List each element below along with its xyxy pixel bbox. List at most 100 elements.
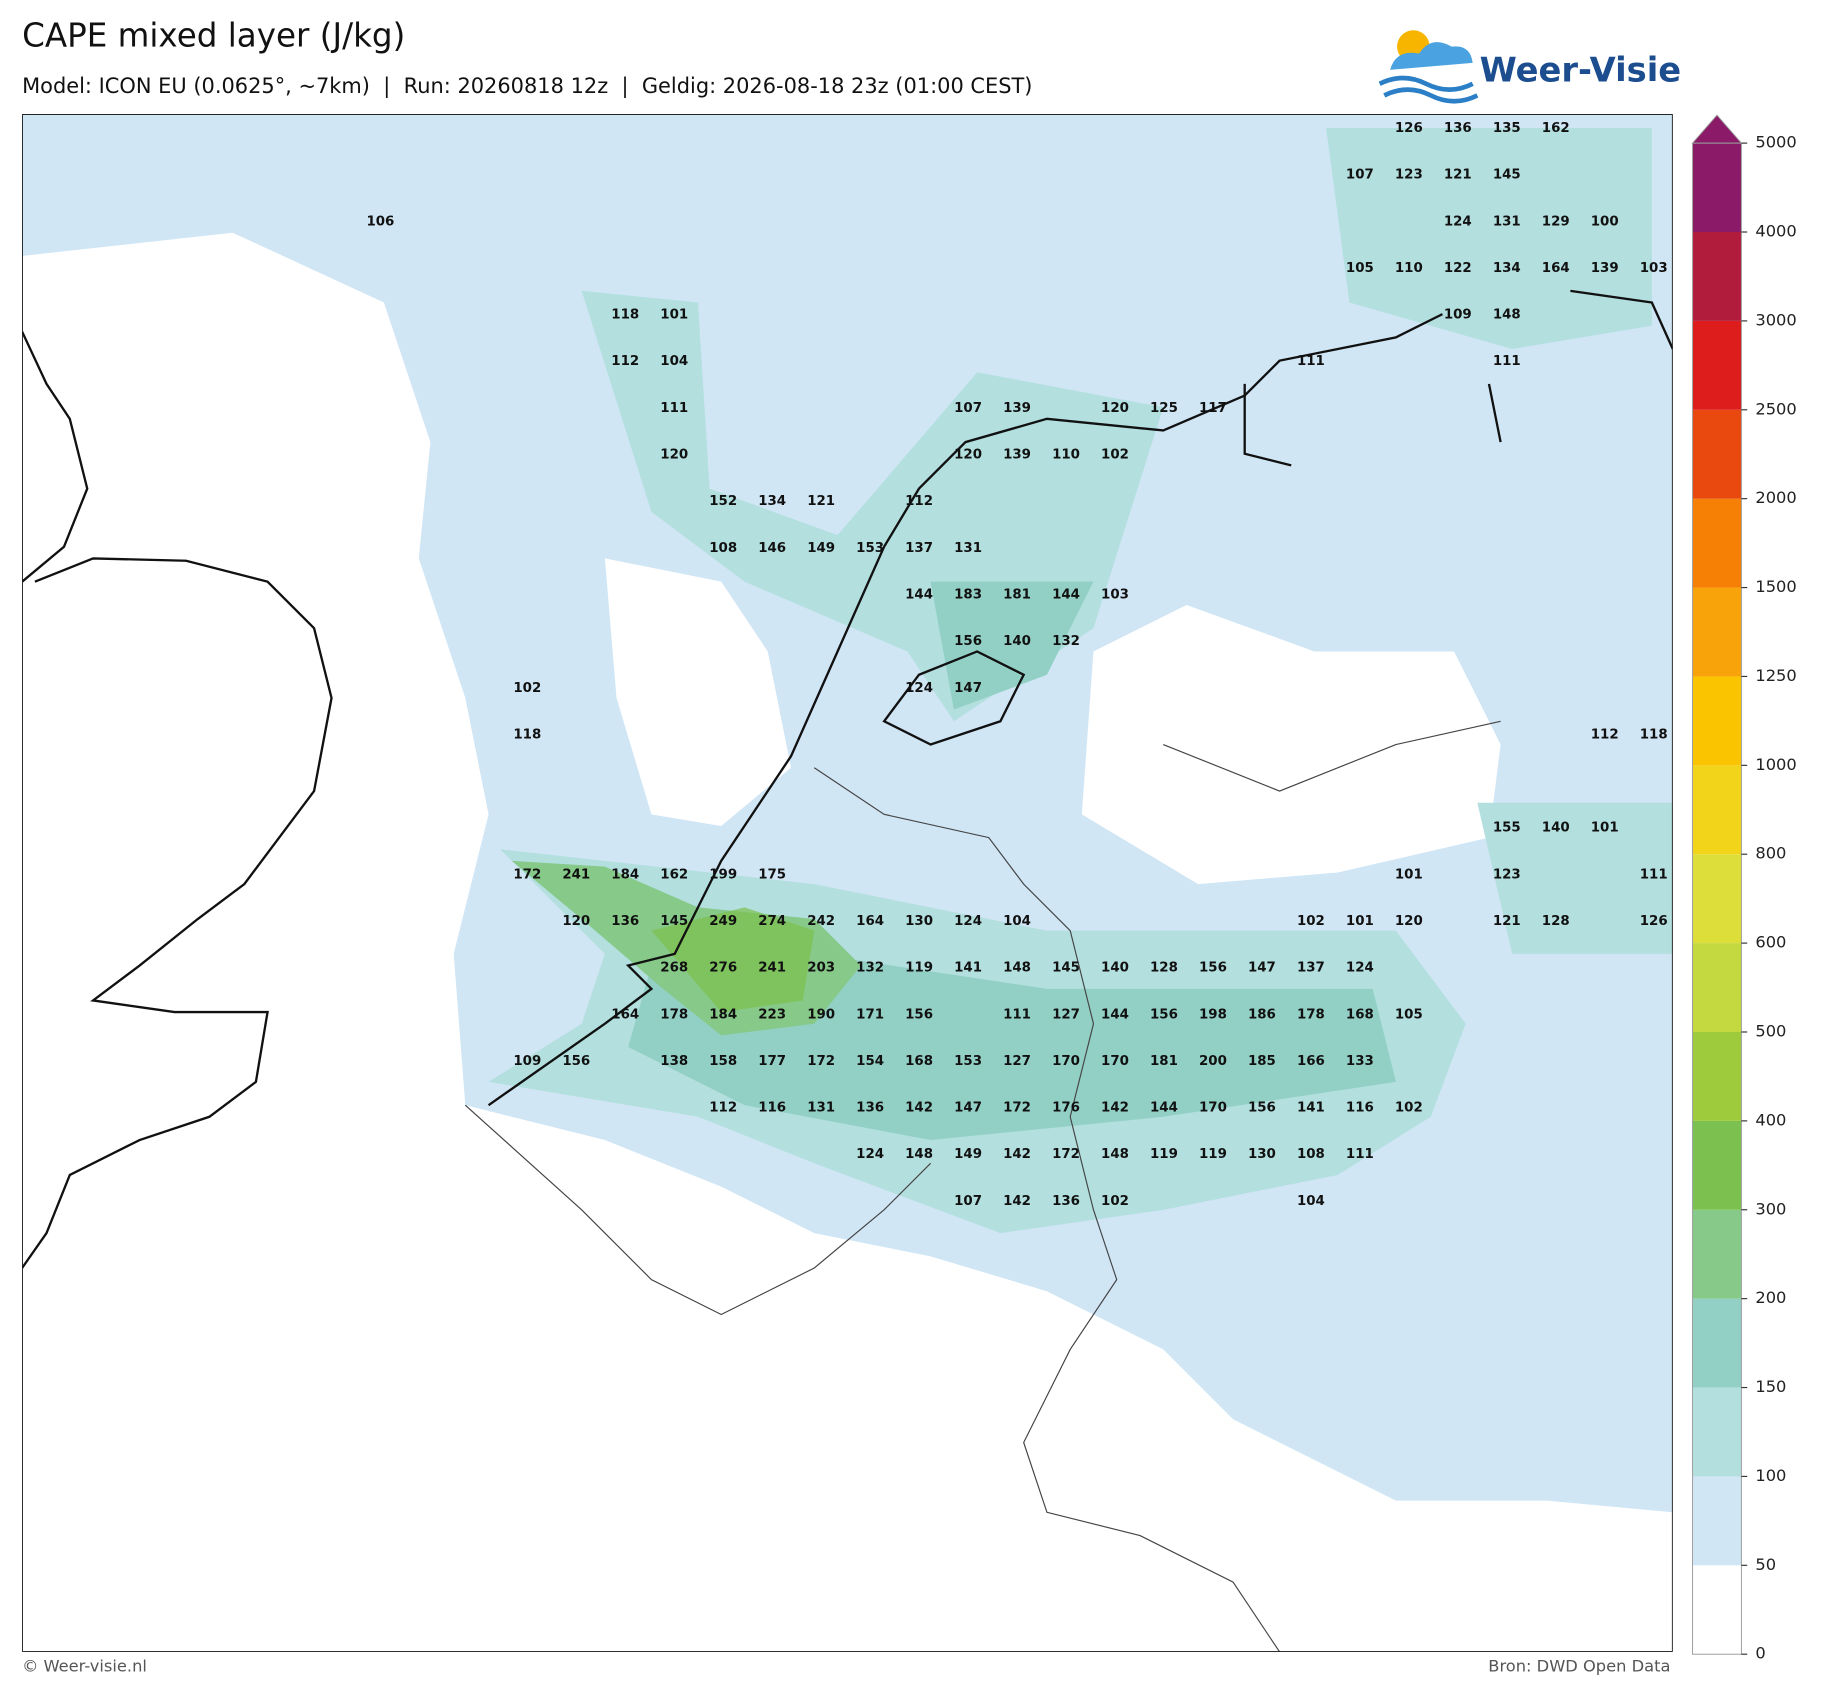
cape-label: 170: [1199, 1101, 1227, 1116]
colorbar-tick-label: 3000: [1755, 310, 1796, 329]
cape-label: 111: [1640, 867, 1668, 882]
cape-label: 125: [1150, 401, 1178, 416]
border: [813, 767, 1281, 1652]
cape-label: 148: [1493, 308, 1521, 323]
colorbar-tick-label: 0: [1755, 1644, 1765, 1663]
coast-england: [22, 331, 333, 1269]
cape-label: 170: [1052, 1054, 1080, 1069]
cape-label: 111: [1493, 354, 1521, 369]
cape-label: 140: [1101, 961, 1129, 976]
cape-label: 136: [1052, 1194, 1080, 1209]
map: [22, 114, 1673, 1652]
cape-label: 276: [709, 961, 737, 976]
colorbar-extend: [1691, 114, 1743, 144]
cape-label: 112: [1591, 727, 1619, 742]
cape-label: 141: [1297, 1101, 1325, 1116]
cape-label: 133: [1346, 1054, 1374, 1069]
cape-label: 111: [660, 401, 688, 416]
cape-label: 162: [660, 867, 688, 882]
cape-label: 164: [611, 1007, 639, 1022]
cape-label: 147: [954, 681, 982, 696]
cape-label: 153: [954, 1054, 982, 1069]
cape-label: 111: [1003, 1007, 1031, 1022]
cape-label: 118: [1640, 727, 1668, 742]
cape-label: 122: [1444, 261, 1472, 276]
colorbar-tick-label: 150: [1755, 1377, 1786, 1396]
cape-label: 139: [1591, 261, 1619, 276]
colorbar-band: [1692, 587, 1742, 677]
cape-label: 123: [1493, 867, 1521, 882]
cape-label: 116: [758, 1101, 786, 1116]
footer-left: © Weer-visie.nl: [22, 1657, 147, 1676]
cape-label: 139: [1003, 401, 1031, 416]
cape-label: 121: [1444, 168, 1472, 183]
cape-label: 148: [1003, 961, 1031, 976]
cape-label: 249: [709, 914, 737, 929]
cape-label: 145: [1493, 168, 1521, 183]
cape-label: 101: [660, 308, 688, 323]
cape-label: 121: [1493, 914, 1521, 929]
cape-label: 120: [954, 448, 982, 463]
cape-label: 241: [758, 961, 786, 976]
cape-label: 123: [1395, 168, 1423, 183]
cape-label: 145: [1052, 961, 1080, 976]
colorbar-tick-label: 2000: [1755, 488, 1796, 507]
cape-label: 156: [905, 1007, 933, 1022]
cape-label: 137: [905, 541, 933, 556]
colorbar-tick-label: 800: [1755, 844, 1786, 863]
cape-label: 136: [611, 914, 639, 929]
cape-label: 177: [758, 1054, 786, 1069]
cape-label: 124: [905, 681, 933, 696]
cape-label: 104: [1003, 914, 1031, 929]
cape-label: 156: [1248, 1101, 1276, 1116]
cape-label: 144: [905, 587, 933, 602]
cape-label: 107: [1346, 168, 1374, 183]
cape-label: 134: [758, 494, 786, 509]
cape-label: 148: [905, 1147, 933, 1162]
cape-label: 156: [562, 1054, 590, 1069]
cape-label: 172: [807, 1054, 835, 1069]
cape-label: 110: [1052, 448, 1080, 463]
cape-label: 120: [1395, 914, 1423, 929]
cape-label: 158: [709, 1054, 737, 1069]
cape-label: 104: [1297, 1194, 1325, 1209]
colorbar: 0 50 100 150 200 300 400 500 600 800 1000 1250 1500 2…: [1691, 114, 1797, 1663]
cape-label: 178: [1297, 1007, 1325, 1022]
cape-label: 200: [1199, 1054, 1227, 1069]
colorbar-tick-label: 50: [1755, 1555, 1776, 1574]
cape-label: 164: [1542, 261, 1570, 276]
coast-germany: [1243, 289, 1673, 467]
cape-label: 241: [562, 867, 590, 882]
cape-label: 152: [709, 494, 737, 509]
cape-label: 102: [513, 681, 541, 696]
cape-label: 142: [905, 1101, 933, 1116]
cape-label: 166: [1297, 1054, 1325, 1069]
cape-label: 146: [758, 541, 786, 556]
border: [464, 1104, 932, 1316]
cape-label: 116: [1346, 1101, 1374, 1116]
cape-label: 132: [1052, 634, 1080, 649]
cape-label: 118: [513, 727, 541, 742]
cape-label: 131: [807, 1101, 835, 1116]
cape-label: 117: [1199, 401, 1227, 416]
cape-label: 126: [1640, 914, 1668, 929]
cape-label: 145: [660, 914, 688, 929]
cape-label: 199: [709, 867, 737, 882]
cape-label: 141: [954, 961, 982, 976]
colorbar-band: [1692, 409, 1742, 499]
colorbar-tick-label: 600: [1755, 933, 1786, 952]
cape-label: 183: [954, 587, 982, 602]
cape-label: 132: [856, 961, 884, 976]
cape-label: 176: [1052, 1101, 1080, 1116]
colorbar-tick-label: 100: [1755, 1466, 1786, 1485]
cape-label: 168: [905, 1054, 933, 1069]
colorbar-band: [1692, 1209, 1742, 1299]
cape-label: 142: [1101, 1101, 1129, 1116]
cape-label: 171: [856, 1007, 884, 1022]
cape-label: 130: [905, 914, 933, 929]
title: CAPE mixed layer (J/kg): [22, 17, 405, 55]
cape-label: 147: [954, 1101, 982, 1116]
cape-label: 112: [709, 1101, 737, 1116]
cape-label: 144: [1150, 1101, 1178, 1116]
cape-label: 104: [660, 354, 688, 369]
